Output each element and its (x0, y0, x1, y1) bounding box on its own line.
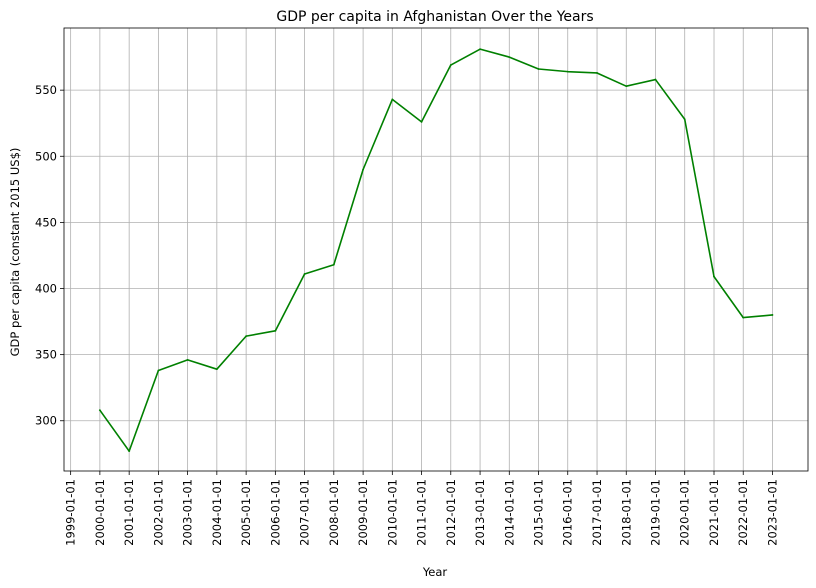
x-tick-label: 2015-01-01 (532, 479, 546, 546)
x-tick-label: 2014-01-01 (502, 479, 516, 546)
x-tick-label: 2023-01-01 (765, 479, 779, 546)
grid-lines (64, 28, 808, 471)
y-tick-label: 550 (35, 83, 57, 97)
x-tick-label: 2005-01-01 (239, 479, 253, 546)
x-tick-label: 2017-01-01 (590, 479, 604, 546)
data-point (362, 168, 365, 171)
x-tick-label: 2012-01-01 (444, 479, 458, 546)
series-line (99, 48, 773, 452)
data-point (186, 359, 189, 361)
x-tick-label: 2007-01-01 (298, 479, 312, 546)
y-tick-label: 500 (35, 149, 57, 163)
y-tick-label: 350 (35, 348, 57, 362)
x-tick-label: 2019-01-01 (648, 479, 662, 546)
x-tick-label: 2013-01-01 (473, 479, 487, 546)
x-tick-label: 2018-01-01 (619, 479, 633, 546)
data-point (654, 78, 657, 81)
y-tick-label: 300 (35, 414, 57, 428)
data-point (683, 118, 686, 121)
data-point (771, 314, 774, 316)
chart-title: GDP per capita in Afghanistan Over the Y… (276, 9, 593, 25)
x-tick-label: 2021-01-01 (707, 479, 721, 546)
data-point (245, 335, 248, 338)
x-tick-label: 2000-01-01 (93, 479, 107, 546)
x-tick-label: 2020-01-01 (678, 479, 692, 546)
data-point (157, 369, 160, 372)
y-axis-title: GDP per capita (constant 2015 US$) (8, 148, 22, 357)
x-axis-title: Year (422, 565, 448, 579)
x-tick-label: 2022-01-01 (736, 479, 750, 546)
data-point (274, 329, 277, 332)
data-point (479, 48, 481, 51)
data-point (596, 72, 598, 74)
data-point (98, 409, 101, 412)
x-tick-label: 1999-01-01 (64, 479, 78, 546)
x-tick-label: 2001-01-01 (122, 479, 136, 546)
data-point (449, 64, 452, 66)
x-tick-label: 2010-01-01 (385, 479, 399, 546)
x-tick-label: 2009-01-01 (356, 479, 370, 546)
data-point (566, 70, 569, 73)
data-point (215, 368, 218, 371)
data-point (537, 68, 540, 70)
x-tick-label: 2006-01-01 (268, 479, 282, 546)
x-tick-label: 2004-01-01 (210, 479, 224, 546)
x-tick-label: 2002-01-01 (151, 479, 165, 546)
data-point (420, 120, 423, 123)
data-point (508, 56, 511, 58)
data-point (128, 450, 131, 453)
y-tick-label: 450 (35, 215, 57, 229)
x-tick-label: 2003-01-01 (181, 479, 195, 546)
data-point (332, 263, 335, 266)
data-point (391, 98, 394, 101)
y-axis-ticks: 300 350 400 450 500 550 (35, 83, 64, 428)
data-point (303, 273, 306, 275)
x-tick-label: 2008-01-01 (327, 479, 341, 546)
data-point (742, 316, 745, 319)
data-point (713, 275, 715, 278)
x-axis-ticks: 1999-01-01 2000-01-01 2001-01-01 2002-01-01… (64, 471, 779, 546)
y-tick-label: 400 (35, 282, 57, 296)
x-tick-label: 2011-01-01 (415, 479, 429, 546)
x-tick-label: 2016-01-01 (561, 479, 575, 546)
plot-frame (63, 27, 809, 472)
data-point (625, 85, 628, 88)
series-layer (98, 48, 774, 453)
